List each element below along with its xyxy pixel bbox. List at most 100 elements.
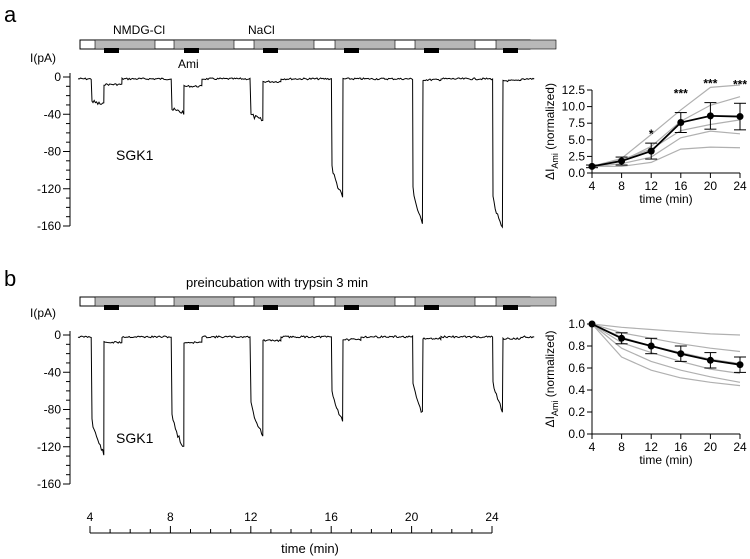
nmdg-segment — [253, 39, 315, 50]
mean-point — [677, 350, 685, 358]
amiloride-marker — [104, 305, 119, 310]
amiloride-marker — [424, 48, 439, 53]
amiloride-marker — [104, 48, 119, 53]
nmdg-segment — [495, 39, 557, 50]
time-axis-label: time (min) — [281, 541, 339, 556]
individual-series-line — [591, 323, 741, 353]
current-axis-b: 0 -40 -80 -120 -160 — [37, 328, 71, 491]
current-tick-label: -160 — [37, 477, 61, 491]
y-tick-label: 0.6 — [568, 361, 585, 375]
x-axis-label: time (min) — [639, 453, 692, 467]
time-tick-label: 8 — [167, 510, 174, 524]
trace-label-b: SGK1 — [116, 430, 154, 446]
mean-point — [736, 361, 744, 369]
current-trace-a — [77, 77, 535, 229]
significance-mark: *** — [674, 87, 688, 101]
y-tick-label: 2.5 — [568, 149, 585, 163]
current-axis-a: 0 -40 -80 -120 -160 — [37, 70, 71, 233]
mean-point — [647, 147, 655, 155]
mean-point — [618, 334, 626, 342]
y-tick-label: 10.0 — [562, 100, 586, 114]
nmdg-segment — [253, 296, 315, 307]
x-tick-label: 4 — [589, 440, 596, 454]
y-tick-label: 1.0 — [568, 317, 585, 331]
summary-plot-b: 0.0 0.2 0.4 0.6 0.8 1.0 4 8 12 16 20 24 time (min) ΔI… — [543, 317, 747, 467]
amiloride-marker — [184, 48, 199, 53]
nmdg-segment — [414, 296, 476, 307]
y-tick-label: 12.5 — [562, 83, 586, 97]
time-tick-label: 24 — [485, 510, 499, 524]
x-tick-label: 4 — [589, 179, 596, 193]
y-tick-label: 0.8 — [568, 339, 585, 353]
nmdg-segment — [94, 296, 156, 307]
current-tick-label: -40 — [44, 365, 62, 379]
time-tick-label: 4 — [87, 510, 94, 524]
y-tick-label: 5.0 — [568, 133, 585, 147]
mean-point — [736, 113, 744, 121]
current-tick-label: -40 — [44, 107, 62, 121]
current-tick-label: -80 — [44, 145, 62, 159]
amiloride-marker — [344, 48, 359, 53]
mean-series-line — [591, 114, 741, 168]
panel-b-title: preincubation with trypsin 3 min — [186, 275, 368, 290]
mean-point — [588, 320, 596, 328]
current-tick-label: -160 — [37, 219, 61, 233]
current-tick-label: -80 — [44, 403, 62, 417]
nmdg-segment — [414, 39, 476, 50]
x-tick-label: 24 — [733, 440, 747, 454]
time-tick-label: 20 — [405, 510, 419, 524]
current-tick-label: 0 — [54, 328, 61, 342]
current-tick-label: -120 — [37, 182, 61, 196]
current-tick-label: -120 — [37, 440, 61, 454]
time-tick-label: 12 — [244, 510, 258, 524]
mean-point — [706, 112, 714, 120]
y-axis-label: ΔIAmi (normalized) — [543, 331, 560, 428]
x-tick-label: 12 — [645, 179, 659, 193]
nmdg-segment — [94, 39, 156, 50]
summary-plot-a: 0.0 2.5 5.0 7.5 10.0 12.5 4 8 12 16 20 24 time (min)… — [543, 77, 747, 206]
x-tick-label: 20 — [704, 440, 718, 454]
y-axis-label: ΔIAmi (normalized) — [543, 83, 560, 180]
nmdg-label: NMDG-Cl — [113, 23, 165, 37]
amiloride-marker — [503, 48, 518, 53]
y-tick-label: 0.2 — [568, 405, 585, 419]
time-tick-label: 16 — [325, 510, 339, 524]
nmdg-segment — [334, 296, 396, 307]
amiloride-marker — [184, 305, 199, 310]
panel-b-letter: b — [4, 266, 16, 291]
mean-point — [706, 356, 714, 364]
nmdg-segment — [334, 39, 396, 50]
individual-series-line — [591, 130, 741, 167]
nacl-label: NaCl — [248, 23, 275, 37]
mean-point — [677, 119, 685, 127]
amiloride-marker — [263, 48, 278, 53]
individual-series-line — [591, 323, 741, 387]
y-tick-label: 7.5 — [568, 116, 585, 130]
nmdg-segment — [173, 39, 235, 50]
mean-point — [618, 157, 626, 165]
trace-label-a: SGK1 — [116, 147, 154, 163]
y-tick-label: 0.0 — [568, 427, 585, 441]
x-tick-label: 8 — [618, 179, 625, 193]
amiloride-marker — [503, 305, 518, 310]
individual-series-line — [591, 323, 741, 375]
amiloride-marker — [263, 305, 278, 310]
x-tick-label: 12 — [645, 440, 659, 454]
current-axis-label-b: I(pA) — [30, 306, 56, 320]
ami-label: Ami — [178, 57, 199, 71]
mean-series-line — [591, 323, 741, 366]
mean-point — [647, 342, 655, 350]
individual-series-line — [591, 323, 741, 365]
current-axis-label-a: I(pA) — [30, 51, 56, 65]
solution-bar-b — [79, 296, 557, 310]
x-tick-label: 8 — [618, 440, 625, 454]
nmdg-segment — [173, 296, 235, 307]
current-tick-label: 0 — [54, 70, 61, 84]
y-tick-label: 0.0 — [568, 166, 585, 180]
significance-mark: *** — [703, 77, 717, 91]
panel-a-letter: a — [4, 2, 17, 27]
significance-mark: *** — [733, 77, 747, 91]
amiloride-marker — [424, 305, 439, 310]
individual-series-line — [591, 323, 741, 336]
